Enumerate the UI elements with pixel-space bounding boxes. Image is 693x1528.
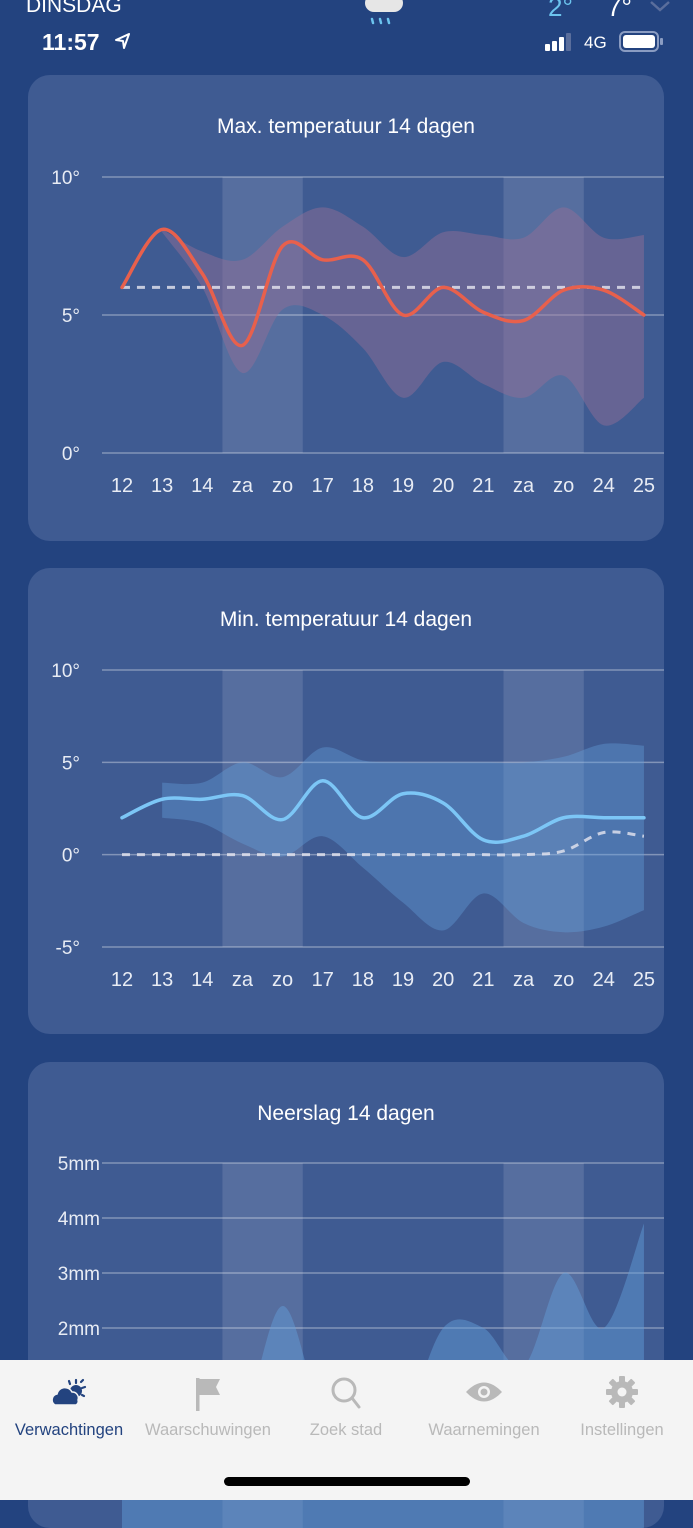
x-tick-label: 18: [352, 969, 374, 991]
x-tick-label: 19: [392, 969, 414, 991]
tab-waarnemingen[interactable]: Waarnemingen: [415, 1360, 553, 1450]
x-tick-label: 21: [472, 475, 494, 497]
day-label: DINSDAG: [26, 0, 122, 18]
x-tick-label: 19: [392, 475, 414, 497]
cloud-sun-icon: [49, 1375, 89, 1411]
y-tick-label: 4mm: [58, 1209, 100, 1230]
x-tick-label: 18: [352, 475, 374, 497]
y-tick-label: 5mm: [58, 1154, 100, 1175]
cloud-rain-icon: [360, 0, 410, 28]
y-tick-label: 2mm: [58, 1319, 100, 1340]
signal-icon: [545, 32, 577, 52]
chart-title: Neerslag 14 dagen: [28, 1102, 664, 1126]
tab-label: Instellingen: [553, 1421, 691, 1440]
header-max-temp: 7°: [607, 0, 632, 23]
y-tick-label: 10°: [51, 168, 80, 189]
chart-title: Max. temperatuur 14 dagen: [28, 115, 664, 139]
x-tick-label: 12: [111, 475, 133, 497]
tab-label: Zoek stad: [277, 1421, 415, 1440]
tab-waarschuwingen[interactable]: Waarschuwingen: [139, 1360, 277, 1450]
x-tick-label: zo: [272, 475, 293, 497]
x-tick-label: za: [513, 475, 535, 497]
y-tick-label: 5°: [62, 753, 80, 774]
y-tick-label: 0°: [62, 846, 80, 867]
x-tick-label: 25: [633, 475, 655, 497]
x-tick-label: 13: [151, 475, 173, 497]
x-tick-label: 24: [593, 475, 615, 497]
tab-label: Verwachtingen: [0, 1421, 138, 1440]
x-tick-label: 14: [191, 475, 213, 497]
x-tick-label: za: [232, 475, 254, 497]
tab-instellingen[interactable]: Instellingen: [553, 1360, 691, 1450]
x-tick-label: 20: [432, 475, 454, 497]
x-tick-label: 21: [472, 969, 494, 991]
x-tick-label: zo: [553, 969, 574, 991]
chevron-down-icon[interactable]: [648, 0, 672, 14]
tab-label: Waarschuwingen: [139, 1421, 277, 1440]
battery-icon: [619, 31, 665, 53]
y-tick-label: 10°: [51, 661, 80, 682]
x-tick-label: 25: [633, 969, 655, 991]
x-tick-label: za: [232, 969, 254, 991]
x-tick-label: 14: [191, 969, 213, 991]
eye-icon: [464, 1375, 504, 1411]
tab-zoek-stad[interactable]: Zoek stad: [277, 1360, 415, 1450]
gear-icon: [602, 1375, 642, 1411]
chart-title: Min. temperatuur 14 dagen: [28, 608, 664, 632]
x-tick-label: za: [513, 969, 535, 991]
x-tick-label: zo: [272, 969, 293, 991]
x-tick-label: 17: [312, 969, 334, 991]
tab-verwachtingen[interactable]: Verwachtingen: [0, 1360, 138, 1450]
location-arrow-icon: [114, 32, 132, 50]
x-tick-label: 20: [432, 969, 454, 991]
y-tick-label: -5°: [56, 938, 81, 959]
x-tick-label: 12: [111, 969, 133, 991]
search-icon: [326, 1375, 366, 1411]
x-tick-label: 13: [151, 969, 173, 991]
y-tick-label: 5°: [62, 306, 80, 327]
tab-label: Waarnemingen: [415, 1421, 553, 1440]
x-tick-label: zo: [553, 475, 574, 497]
network-label: 4G: [584, 33, 607, 53]
home-indicator[interactable]: [224, 1477, 470, 1486]
y-tick-label: 0°: [62, 444, 80, 465]
x-tick-label: 24: [593, 969, 615, 991]
x-tick-label: 17: [312, 475, 334, 497]
y-tick-label: 3mm: [58, 1264, 100, 1285]
header-min-temp: 2°: [548, 0, 573, 23]
status-time: 11:57: [42, 29, 100, 56]
flag-icon: [188, 1375, 228, 1411]
